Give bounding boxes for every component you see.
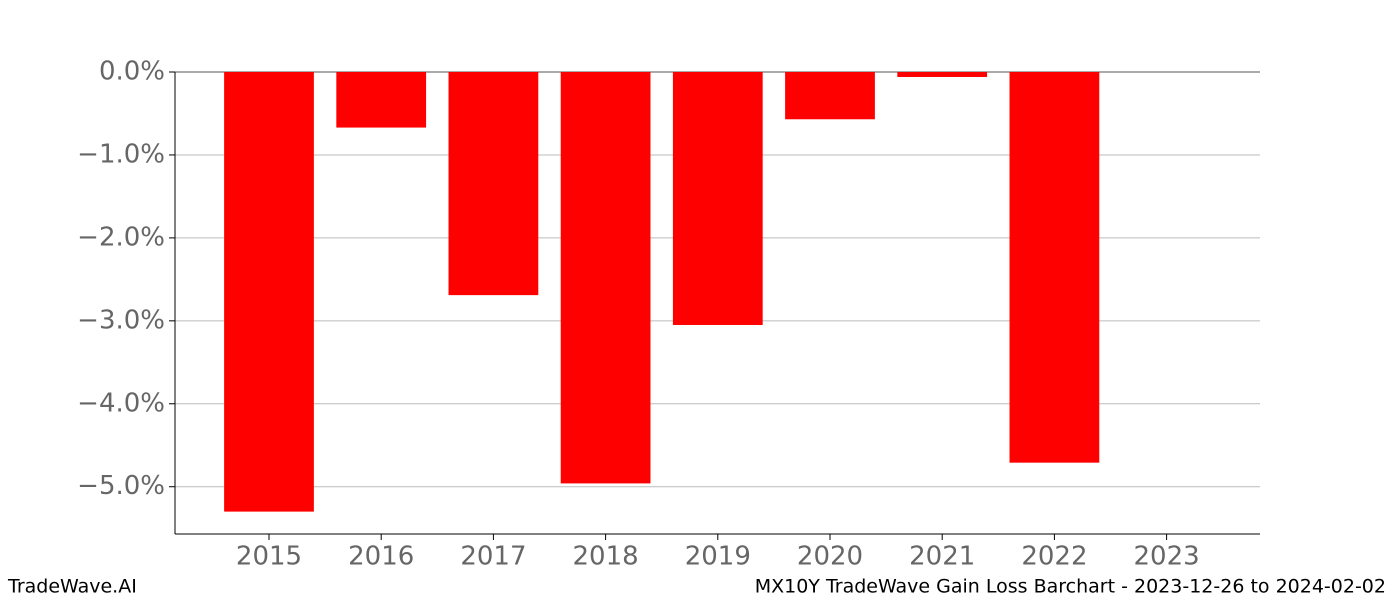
x-tick-label: 2021 [909, 542, 975, 572]
y-tick-label: −3.0% [77, 305, 165, 335]
x-tick-label: 2016 [348, 542, 414, 572]
x-tick-label: 2020 [797, 542, 863, 572]
y-tick-label: −5.0% [77, 471, 165, 501]
bar [672, 72, 763, 325]
chart-title: MX10Y TradeWave Gain Loss Barchart - 202… [755, 576, 1386, 598]
bar [560, 72, 651, 484]
y-tick-label: −4.0% [77, 388, 165, 418]
bar [897, 72, 988, 77]
bar [785, 72, 875, 120]
x-tick-label: 2017 [460, 542, 526, 572]
x-tick-label: 2023 [1134, 542, 1200, 572]
x-tick-label: 2018 [573, 542, 639, 572]
y-tick-label: −2.0% [77, 222, 165, 252]
x-tick-label: 2015 [236, 542, 302, 572]
bar [1009, 72, 1100, 463]
watermark: TradeWave.AI [7, 576, 137, 598]
y-tick-label: −1.0% [77, 139, 165, 169]
y-tick-label: 0.0% [99, 57, 165, 87]
x-tick-label: 2019 [685, 542, 751, 572]
bar [224, 72, 314, 512]
x-tick-label: 2022 [1021, 542, 1087, 572]
bar [448, 72, 539, 296]
bar [336, 72, 427, 128]
